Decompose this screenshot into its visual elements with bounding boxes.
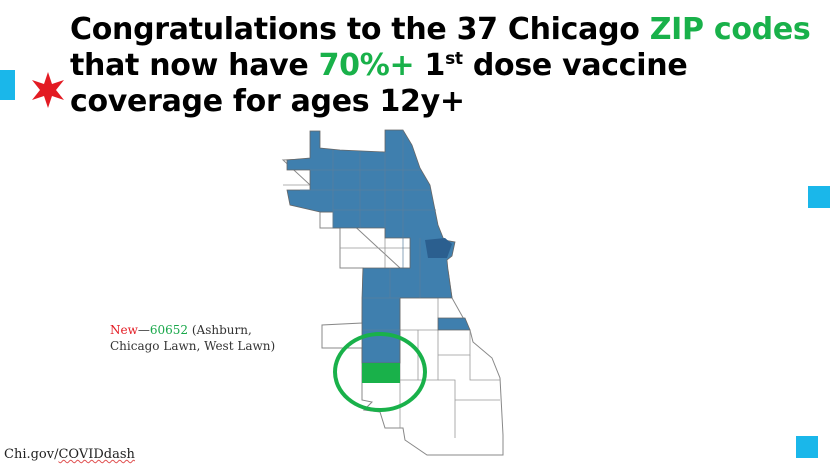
new-zip-annotation: New—60652 (Ashburn, Chicago Lawn, West L… — [110, 322, 275, 354]
dash: — — [137, 323, 150, 337]
highlight-circle — [333, 332, 427, 412]
new-label: New — [110, 323, 138, 337]
title-percent-highlight: 70%+ — [318, 48, 415, 83]
title-ordinal: st — [445, 49, 463, 69]
title-line3: coverage for ages 12y+ — [70, 84, 465, 119]
zip-code: 60652 — [149, 323, 189, 337]
zip-region-north — [286, 129, 456, 364]
title-line1: Congratulations to the 37 Chicago — [70, 12, 650, 47]
zip-region-southeast — [437, 317, 471, 331]
chicago-star-icon — [32, 72, 64, 108]
slide-title: Congratulations to the 37 Chicago ZIP co… — [70, 12, 840, 120]
neighborhoods-line2: Chicago Lawn, West Lawn) — [110, 339, 276, 353]
zip-60652 — [362, 363, 400, 383]
zip-region-loop — [425, 238, 452, 258]
source-prefix: Chi.gov/ — [4, 447, 59, 462]
neighborhoods-line1: (Ashburn, — [188, 323, 252, 337]
title-zip-highlight: ZIP codes — [649, 12, 811, 47]
title-dose-text: dose vaccine — [462, 48, 688, 83]
source-link-text[interactable]: COVIDdash — [58, 447, 135, 462]
accent-square-left — [0, 70, 15, 100]
source-link[interactable]: Chi.gov/COVIDdash — [4, 447, 135, 462]
accent-square-bottom — [796, 436, 818, 458]
title-dose-number: 1 — [414, 48, 446, 83]
accent-square-right — [808, 186, 830, 208]
title-line2: that now have — [70, 48, 319, 83]
blue-zip-boundaries — [300, 130, 436, 331]
